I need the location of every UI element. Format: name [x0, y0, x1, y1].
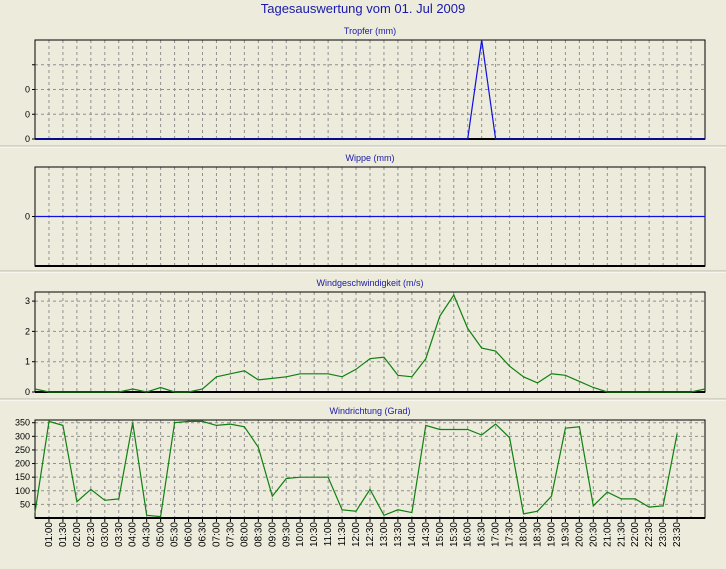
y-tick-label: 100 — [15, 486, 30, 496]
x-tick-label: 18:30 — [533, 522, 544, 547]
x-tick-label: 21:00 — [602, 522, 613, 547]
x-tick-label: 10:00 — [295, 522, 306, 547]
x-tick-label: 07:00 — [211, 522, 222, 547]
x-tick-label: 20:30 — [588, 522, 599, 547]
y-tick-label: 150 — [15, 472, 30, 482]
series-line — [34, 420, 678, 518]
panel-title: Wippe (mm) — [346, 153, 395, 163]
x-tick-label: 01:30 — [58, 522, 69, 547]
panel-winddirection: Windrichtung (Grad) 50 100 150 200 250 300 350 — [15, 406, 706, 519]
x-tick-label: 16:00 — [463, 522, 474, 547]
y-tick-label: 350 — [15, 418, 30, 428]
x-tick-label: 02:00 — [72, 522, 83, 547]
x-tick-label: 09:00 — [267, 522, 278, 547]
series-line — [35, 39, 705, 140]
x-tick-label: 13:30 — [393, 522, 404, 547]
panel-tropfer: Tropfer (mm) 0 0 0 — [25, 26, 706, 144]
y-tick-label: 0 — [25, 85, 30, 95]
y-tick-label: 200 — [15, 459, 30, 469]
x-tick-label: 06:00 — [184, 522, 195, 547]
x-tick-label: 04:00 — [128, 522, 139, 547]
x-tick-label: 17:30 — [505, 522, 516, 547]
y-tick-label: 250 — [15, 445, 30, 455]
panel-wippe: Wippe (mm) 0 — [25, 153, 706, 267]
x-tick-label: 17:00 — [491, 522, 502, 547]
x-tick-label: 14:30 — [421, 522, 432, 547]
x-tick-label: 15:30 — [449, 522, 460, 547]
panel-title: Tropfer (mm) — [344, 26, 396, 36]
panel-title: Windrichtung (Grad) — [329, 406, 410, 416]
x-tick-label: 20:00 — [574, 522, 585, 547]
series-line — [34, 293, 706, 393]
y-tick-label: 1 — [25, 357, 30, 367]
x-tick-label: 12:30 — [365, 522, 376, 547]
y-tick-label: 3 — [25, 296, 30, 306]
y-tick-label: 0 — [25, 134, 30, 144]
x-tick-label: 23:30 — [672, 522, 683, 547]
x-tick-label: 22:30 — [644, 522, 655, 547]
x-tick-label: 21:30 — [616, 522, 627, 547]
panel-windspeed: Windgeschwindigkeit (m/s) 0 1 2 3 — [25, 278, 706, 397]
x-tick-label: 12:00 — [351, 522, 362, 547]
y-tick-label: 50 — [20, 499, 30, 509]
x-tick-label: 08:30 — [253, 522, 264, 547]
x-tick-label: 11:30 — [337, 522, 348, 547]
x-tick-label: 16:30 — [477, 522, 488, 547]
x-tick-label: 05:30 — [170, 522, 181, 547]
x-tick-labels: 01:00 01:30 02:00 02:30 03:00 03:30 04:00 04:30… — [44, 518, 683, 547]
x-tick-label: 08:00 — [239, 522, 250, 547]
x-tick-label: 01:00 — [44, 522, 55, 547]
y-tick-label: 300 — [15, 431, 30, 441]
x-tick-label: 03:00 — [100, 522, 111, 547]
y-tick-label: 2 — [25, 326, 30, 336]
x-tick-label: 03:30 — [114, 522, 125, 547]
chart-title: Tagesauswertung vom 01. Jul 2009 — [261, 1, 466, 16]
x-tick-label: 13:00 — [379, 522, 390, 547]
x-tick-label: 02:30 — [86, 522, 97, 547]
x-tick-label: 18:00 — [519, 522, 530, 547]
y-tick-label: 0 — [25, 387, 30, 397]
x-tick-label: 11:00 — [323, 522, 334, 547]
x-tick-label: 19:30 — [560, 522, 571, 547]
x-tick-label: 19:00 — [546, 522, 557, 547]
x-tick-label: 06:30 — [198, 522, 209, 547]
x-tick-label: 09:30 — [281, 522, 292, 547]
y-tick-label: 0 — [25, 109, 30, 119]
x-tick-label: 07:30 — [225, 522, 236, 547]
panel-title: Windgeschwindigkeit (m/s) — [316, 278, 423, 288]
x-tick-label: 14:00 — [407, 522, 418, 547]
y-tick-label: 0 — [25, 212, 30, 222]
x-tick-label: 15:00 — [435, 522, 446, 547]
x-tick-label: 04:30 — [142, 522, 153, 547]
x-tick-label: 22:00 — [630, 522, 641, 547]
x-tick-label: 10:30 — [309, 522, 320, 547]
x-tick-label: 05:00 — [156, 522, 167, 547]
x-tick-label: 23:00 — [658, 522, 669, 547]
